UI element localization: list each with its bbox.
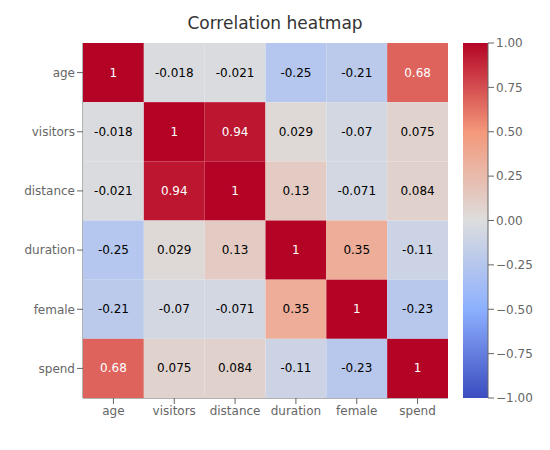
html-text:Correlation heatmap: Correlation heatmap bbox=[187, 13, 363, 33]
svg-text:-0.11: -0.11 bbox=[280, 361, 311, 375]
svg-text:-0.07: -0.07 bbox=[341, 125, 372, 139]
svg-text:0.075: 0.075 bbox=[157, 361, 191, 375]
svg-text:1: 1 bbox=[292, 243, 300, 257]
svg-text:1: 1 bbox=[414, 361, 422, 375]
svg-text:0.75: 0.75 bbox=[496, 81, 523, 95]
svg-text:age: age bbox=[102, 404, 124, 418]
svg-text:-0.07: -0.07 bbox=[159, 302, 190, 316]
svg-text:1: 1 bbox=[231, 184, 239, 198]
svg-text:-0.23: -0.23 bbox=[341, 361, 372, 375]
svg-text:0.13: 0.13 bbox=[222, 243, 249, 257]
svg-text:0.25: 0.25 bbox=[496, 169, 523, 183]
svg-text:1: 1 bbox=[353, 302, 361, 316]
svg-text:-0.11: -0.11 bbox=[402, 243, 433, 257]
svg-text:1: 1 bbox=[170, 125, 178, 139]
svg-text:visitors: visitors bbox=[153, 404, 196, 418]
svg-text:0.084: 0.084 bbox=[218, 361, 252, 375]
svg-text:0.50: 0.50 bbox=[496, 125, 523, 139]
svg-text:-0.25: -0.25 bbox=[98, 243, 129, 257]
svg-text:-0.071: -0.071 bbox=[337, 184, 376, 198]
svg-text:distance: distance bbox=[24, 184, 75, 198]
svg-text:duration: duration bbox=[271, 404, 322, 418]
svg-text:-0.21: -0.21 bbox=[98, 302, 129, 316]
svg-text:female: female bbox=[336, 404, 377, 418]
svg-text:0.13: 0.13 bbox=[283, 184, 310, 198]
svg-text:age: age bbox=[53, 66, 75, 80]
svg-text:0.68: 0.68 bbox=[100, 361, 127, 375]
svg-text:visitors: visitors bbox=[32, 125, 75, 139]
svg-text:spend: spend bbox=[399, 404, 435, 418]
svg-text:-0.25: -0.25 bbox=[280, 66, 311, 80]
svg-text:-0.23: -0.23 bbox=[402, 302, 433, 316]
svg-text:0.35: 0.35 bbox=[343, 243, 370, 257]
svg-text:-0.018: -0.018 bbox=[94, 125, 133, 139]
svg-text:0.94: 0.94 bbox=[222, 125, 249, 139]
svg-text:female: female bbox=[34, 303, 75, 317]
svg-text:0.075: 0.075 bbox=[400, 125, 434, 139]
svg-text:0.029: 0.029 bbox=[157, 243, 191, 257]
svg-text:-0.071: -0.071 bbox=[216, 302, 255, 316]
svg-text:0.68: 0.68 bbox=[404, 66, 431, 80]
svg-text:spend: spend bbox=[39, 362, 75, 376]
svg-text:distance: distance bbox=[210, 404, 261, 418]
svg-text:-0.021: -0.021 bbox=[216, 66, 255, 80]
svg-text:duration: duration bbox=[25, 243, 76, 257]
svg-text:0.029: 0.029 bbox=[279, 125, 313, 139]
svg-text:−0.50: −0.50 bbox=[496, 303, 533, 317]
svg-text:-0.021: -0.021 bbox=[94, 184, 133, 198]
svg-text:-0.018: -0.018 bbox=[155, 66, 194, 80]
svg-text:0.00: 0.00 bbox=[496, 214, 523, 228]
svg-text:-0.21: -0.21 bbox=[341, 66, 372, 80]
svg-text:0.94: 0.94 bbox=[161, 184, 188, 198]
svg-text:1: 1 bbox=[110, 66, 118, 80]
svg-text:0.084: 0.084 bbox=[400, 184, 434, 198]
svg-text:−0.75: −0.75 bbox=[496, 347, 533, 361]
svg-text:1.00: 1.00 bbox=[496, 38, 523, 50]
svg-text:−1.00: −1.00 bbox=[496, 391, 533, 405]
svg-text:0.35: 0.35 bbox=[283, 302, 310, 316]
svg-text:−0.25: −0.25 bbox=[496, 258, 533, 272]
